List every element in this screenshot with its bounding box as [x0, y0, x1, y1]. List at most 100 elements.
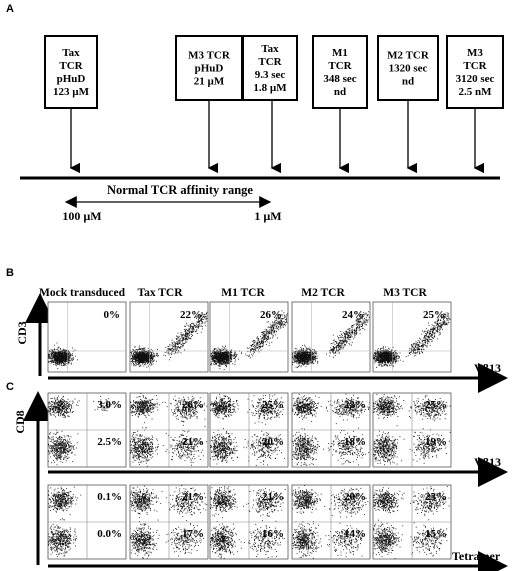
quadrant-percent-top: 3.0% [97, 399, 122, 411]
percent-label: 25% [423, 309, 445, 321]
percent-label: 24% [342, 309, 364, 321]
plot-b-3: 26% [209, 301, 289, 373]
plot-events [48, 395, 114, 466]
panel-b-x-axis-label: Vβ13 [474, 361, 501, 375]
panel-c-x-axis-label-bottom: Tetramer [452, 549, 501, 563]
plot-events [373, 394, 451, 466]
column-title: M2 TCR [301, 287, 345, 299]
plot-events [292, 393, 370, 466]
percent-label: 0% [104, 309, 121, 321]
plot-c-r2-2: 21% 17% [129, 484, 209, 560]
quadrant-percent-bottom: 17% [182, 528, 204, 540]
panel-b: B CD3 Vβ13 Mock transduced Tax TCR M1 TCR M… [6, 267, 508, 393]
plot-b-1: 0% [47, 301, 127, 373]
panel-b-y-axis-label: CD3 [15, 321, 29, 344]
quadrant-percent-top: 21% [182, 491, 204, 503]
plot-events [292, 311, 370, 369]
plot-b-5: 25% [372, 301, 452, 373]
affinity-range-right: 1 µM [254, 209, 281, 223]
affinity-box-line: pHuD [57, 73, 86, 85]
column-title: M3 TCR [383, 287, 427, 299]
affinity-box-frame [44, 35, 98, 109]
plot-events [48, 485, 82, 558]
percent-label: 22% [180, 309, 202, 321]
panel-c-plots: 3.0% 2.5% 26% 21% 25% 20% 23% 18% 25% 19% 0.1% 0.0%… [47, 392, 452, 560]
affinity-box-line: 21 µM [194, 76, 225, 88]
quadrant-percent-bottom: 19% [425, 436, 447, 448]
affinity-box-line: nd [402, 76, 414, 88]
affinity-box-frame [175, 35, 243, 101]
quadrant-percent-top: 25% [425, 399, 447, 411]
plot-events [373, 312, 451, 372]
plot-b-2: 22% [129, 301, 209, 373]
affinity-box-line: TCR [463, 60, 487, 72]
plot-c-r1-4: 23% 18% [291, 392, 371, 468]
affinity-box-line: 2.5 nM [459, 86, 493, 98]
plot-events [48, 342, 78, 369]
quadrant-percent-top: 23% [344, 399, 366, 411]
panel-c-x-axis-label-top: Vβ13 [474, 455, 501, 469]
percent-label: 26% [260, 309, 282, 321]
affinity-box-line: pHuD [195, 63, 224, 75]
column-title: M1 TCR [221, 287, 265, 299]
affinity-box-line: M3 [467, 47, 483, 59]
plot-b-4: 24% [291, 301, 371, 373]
affinity-box-line: M3 TCR [188, 50, 231, 62]
panel-c: C CD8 Vβ13 Tetramer 3.0% 2.5% 26% 21% 25% 20%… [6, 381, 508, 571]
panel-b-column-titles: Mock transduced Tax TCR M1 TCR M2 TCR M3 TCR [39, 287, 427, 299]
plot-c-r2-4: 20% 14% [291, 484, 371, 560]
panel-b-letter: B [6, 267, 14, 279]
plot-c-r1-1: 3.0% 2.5% [47, 392, 127, 468]
plot-events [130, 485, 208, 559]
affinity-box-line: M2 TCR [387, 50, 430, 62]
plot-events [210, 393, 285, 467]
plot-c-r2-1: 0.1% 0.0% [47, 484, 127, 560]
quadrant-percent-top: 25% [262, 399, 284, 411]
affinity-box-line: TCR [258, 56, 282, 68]
quadrant-percent-top: 20% [344, 491, 366, 503]
affinity-box-line: TCR [59, 60, 83, 72]
plot-events [210, 310, 288, 371]
plot-events [130, 311, 208, 368]
affinity-box-line: Tax [62, 47, 80, 59]
affinity-box-line: 3120 sec [456, 73, 495, 85]
quadrant-percent-bottom: 15% [425, 528, 447, 540]
column-title: Tax TCR [137, 287, 183, 299]
plot-c-r1-3: 25% 20% [209, 392, 289, 468]
affinity-box-line: 9.3 sec [255, 69, 286, 81]
panel-c-y-axis-label: CD8 [13, 410, 27, 433]
quadrant-percent-top: 26% [182, 399, 204, 411]
column-title: Mock transduced [39, 287, 126, 299]
quadrant-percent-bottom: 0.0% [97, 528, 122, 540]
quadrant-percent-bottom: 2.5% [97, 436, 122, 448]
quadrant-percent-bottom: 18% [344, 436, 366, 448]
affinity-range-label: Normal TCR affinity range [107, 183, 253, 197]
panel-a-letter: A [6, 3, 14, 15]
affinity-box-line: 1.8 µM [253, 82, 287, 94]
plot-events [292, 485, 370, 559]
affinity-box-frame [242, 35, 298, 101]
plot-c-r1-2: 26% 21% [129, 392, 209, 468]
quadrant-percent-top: 0.1% [97, 491, 122, 503]
affinity-box-line: 1320 sec [389, 63, 428, 75]
affinity-box-line: TCR [328, 60, 352, 72]
affinity-box-line: 123 µM [53, 86, 90, 98]
quadrant-percent-top: 23% [425, 491, 447, 503]
affinity-range-left: 100 µM [62, 209, 101, 223]
affinity-box-frame [377, 35, 439, 101]
quadrant-percent-bottom: 16% [262, 528, 284, 540]
affinity-box-line: M1 [332, 47, 348, 59]
plot-events [210, 486, 286, 559]
affinity-box-line: 348 sec [323, 73, 356, 85]
plot-c-r2-5: 23% 15% [372, 484, 452, 560]
quadrant-percent-top: 21% [262, 491, 284, 503]
